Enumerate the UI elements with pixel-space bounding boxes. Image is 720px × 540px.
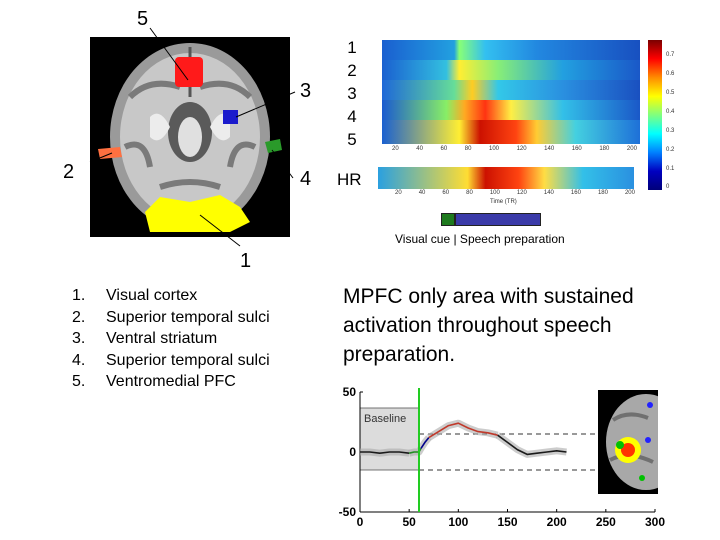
y-tick-label: -50 xyxy=(339,505,357,519)
x-tick-label: 50 xyxy=(402,515,416,529)
brain-label-4: 4 xyxy=(300,168,312,190)
list-item: 1. Visual cortex xyxy=(72,287,198,304)
x-tick-label: 100 xyxy=(448,515,468,529)
x-tick-label: 200 xyxy=(547,515,567,529)
colorbar-tick: 0.5 xyxy=(666,90,675,96)
brain-label-1: 1 xyxy=(240,250,252,272)
x-tick-label: 250 xyxy=(596,515,616,529)
heatmap-row-label-1: 1 xyxy=(347,38,357,57)
colorbar-tick: 0.3 xyxy=(666,128,675,134)
colorbar-tick: 0.4 xyxy=(666,109,675,115)
y-tick-label: 0 xyxy=(349,445,356,459)
roi-1-visual-cortex xyxy=(145,195,250,232)
visual-cue-segment xyxy=(441,213,455,226)
heatmap-row-label-4: 4 xyxy=(347,107,357,126)
heatmap-row-label-5: 5 xyxy=(347,130,357,149)
roi-4-superior-temporal xyxy=(265,139,282,153)
roi-list: 1. Visual cortex 2. Superior temporal sulc… xyxy=(72,285,270,393)
heatmap-row-label-3: 3 xyxy=(347,84,357,103)
brain-slice-drawing xyxy=(90,37,290,237)
heatmap-x-ticks: 20 40 60 80 100 120 140 160 180 200 xyxy=(392,146,637,152)
colorbar xyxy=(648,40,662,190)
x-tick-label: 300 xyxy=(645,515,665,529)
hr-heatmap-drawing xyxy=(378,167,634,189)
colorbar-tick: 0.1 xyxy=(666,166,675,172)
list-item: 5. Ventromedial PFC xyxy=(72,373,236,390)
speech-preparation-segment xyxy=(455,213,541,226)
brain-slice-image xyxy=(90,37,290,237)
hr-x-ticks: 20 40 60 80 100 120 140 160 180 200 xyxy=(395,190,635,196)
roi-3-ventral-striatum xyxy=(223,110,238,124)
colorbar-tick: 0.7 xyxy=(666,52,675,58)
series-line-rise xyxy=(420,437,430,449)
mpfc-brain-inset-drawing xyxy=(598,390,658,494)
description-text: MPFC only area with sustained activation… xyxy=(343,285,634,366)
series-line-post xyxy=(497,434,567,456)
hr-label: HR xyxy=(337,170,362,189)
brain-label-3: 3 xyxy=(300,80,312,102)
series-line-baseline xyxy=(360,451,410,454)
heatmap-drawing xyxy=(382,40,640,144)
baseline-annotation: Baseline xyxy=(364,413,406,425)
colorbar-tick: 0 xyxy=(666,184,670,190)
list-item: 3. Ventral striatum xyxy=(72,330,218,347)
heatmap-row-label-2: 2 xyxy=(347,61,357,80)
colorbar-tick: 0.6 xyxy=(666,71,675,77)
hr-xlabel: Time (TR) xyxy=(490,199,517,205)
x-tick-label: 0 xyxy=(357,515,364,529)
x-tick-label: 150 xyxy=(497,515,517,529)
colorbar-tick: 0.2 xyxy=(666,147,675,153)
y-tick-label: 50 xyxy=(343,385,357,399)
cue-timeline-bar xyxy=(441,213,541,226)
hr-heatmap xyxy=(378,167,634,189)
roi-timecourse-heatmap xyxy=(382,40,640,144)
baseline-window xyxy=(359,407,420,471)
brain-label-5: 5 xyxy=(137,8,149,30)
cue-caption: Visual cue | Speech preparation xyxy=(395,232,565,246)
list-item: 2. Superior temporal sulci xyxy=(72,308,270,326)
roi-5-region xyxy=(175,57,203,87)
list-item: 4. Superior temporal sulci xyxy=(72,351,270,369)
mpfc-brain-inset xyxy=(598,390,658,494)
series-line-speech xyxy=(428,422,498,439)
brain-label-2: 2 xyxy=(63,161,75,183)
